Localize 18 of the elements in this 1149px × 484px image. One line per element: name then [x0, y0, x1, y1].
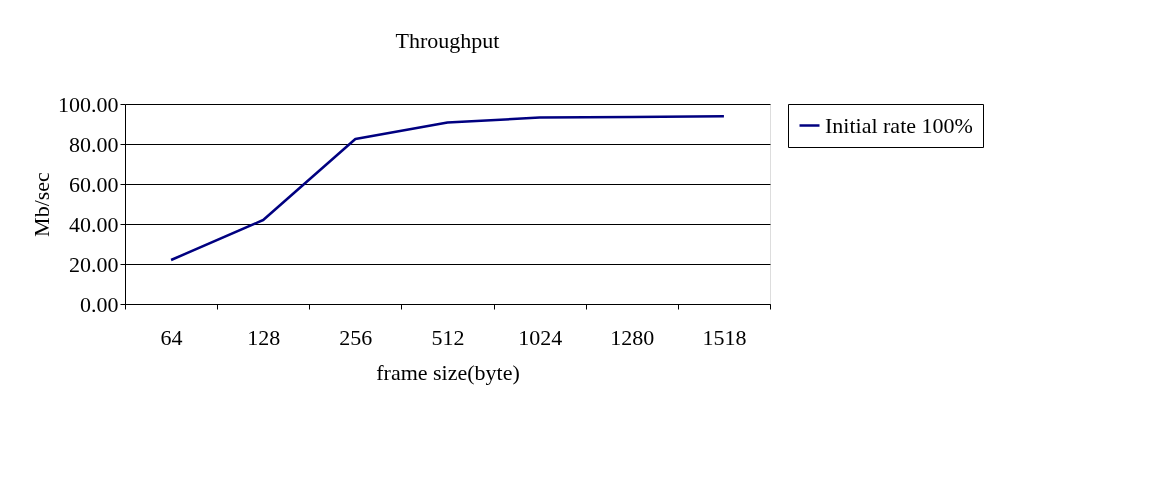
x-tick-label: 64 [160, 324, 183, 350]
x-axis-title: frame size(byte) [376, 359, 520, 385]
chart-title: Throughput [395, 28, 500, 53]
y-tick-label: 80.00 [69, 131, 119, 157]
y-tick-label: 20.00 [69, 251, 119, 277]
x-tick-label: 512 [431, 324, 465, 350]
y-tick-label: 100.00 [58, 91, 119, 117]
y-tick-label: 40.00 [69, 211, 119, 237]
x-tick-label: 128 [247, 324, 281, 350]
x-tick-label: 1280 [610, 324, 655, 350]
y-tick-label: 0.00 [80, 291, 119, 317]
x-tick-label: 1024 [518, 324, 563, 350]
y-tick-label: 60.00 [69, 171, 119, 197]
legend-label: Initial rate 100% [825, 112, 973, 138]
line-series [169, 114, 726, 262]
x-tick-label: 256 [339, 324, 373, 350]
x-tick-label: 1518 [702, 324, 747, 350]
y-axis-title: Mb/sec [29, 171, 54, 237]
